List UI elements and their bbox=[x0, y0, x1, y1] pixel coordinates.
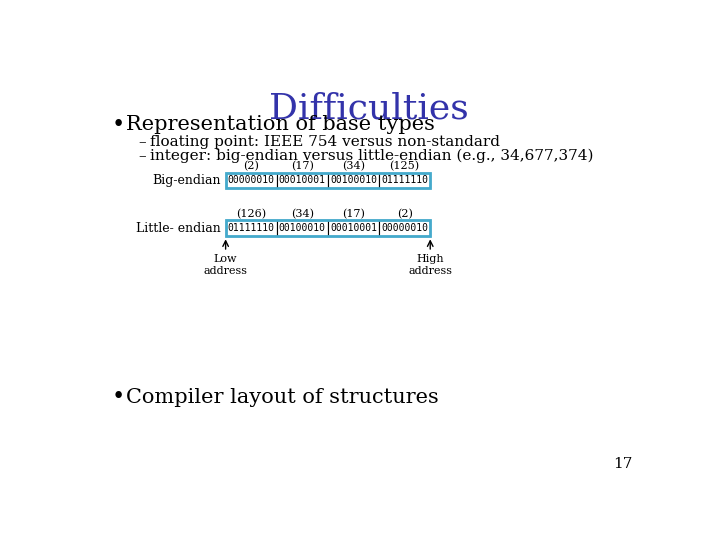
Text: •: • bbox=[112, 387, 125, 408]
Text: •: • bbox=[112, 114, 125, 136]
Text: 00000010: 00000010 bbox=[228, 176, 275, 185]
Text: Big-endian: Big-endian bbox=[153, 174, 221, 187]
Text: (17): (17) bbox=[342, 208, 365, 219]
Bar bbox=[225, 173, 276, 188]
Text: 01111110: 01111110 bbox=[381, 176, 428, 185]
Text: Representation of base types: Representation of base types bbox=[126, 116, 435, 134]
Text: Little- endian: Little- endian bbox=[136, 221, 221, 234]
Text: 17: 17 bbox=[613, 457, 632, 471]
Text: (17): (17) bbox=[291, 161, 314, 171]
Text: High
address: High address bbox=[408, 254, 452, 276]
Bar bbox=[225, 220, 276, 236]
Text: 00010001: 00010001 bbox=[279, 176, 326, 185]
Text: (126): (126) bbox=[236, 208, 266, 219]
Text: floating point: IEEE 754 versus non-standard: floating point: IEEE 754 versus non-stan… bbox=[150, 135, 500, 149]
Text: Low
address: Low address bbox=[204, 254, 248, 276]
Bar bbox=[225, 220, 431, 236]
Text: Compiler layout of structures: Compiler layout of structures bbox=[126, 388, 438, 407]
Text: 00100010: 00100010 bbox=[279, 223, 326, 233]
Text: (34): (34) bbox=[291, 208, 314, 219]
Bar bbox=[276, 173, 328, 188]
Bar bbox=[276, 220, 328, 236]
Text: –: – bbox=[138, 148, 145, 163]
Bar bbox=[225, 173, 431, 188]
Text: 01111110: 01111110 bbox=[228, 223, 275, 233]
Bar bbox=[379, 173, 431, 188]
Text: (34): (34) bbox=[342, 161, 365, 171]
Bar bbox=[328, 173, 379, 188]
Text: (125): (125) bbox=[390, 161, 420, 171]
Text: integer: big-endian versus little-endian (e.g., 34,677,374): integer: big-endian versus little-endian… bbox=[150, 148, 594, 163]
Text: 00000010: 00000010 bbox=[381, 223, 428, 233]
Text: (2): (2) bbox=[397, 208, 413, 219]
Text: 00100010: 00100010 bbox=[330, 176, 377, 185]
Text: 00010001: 00010001 bbox=[330, 223, 377, 233]
Text: –: – bbox=[138, 135, 145, 149]
Text: (2): (2) bbox=[243, 161, 259, 171]
Bar bbox=[328, 220, 379, 236]
Text: Difficulties: Difficulties bbox=[269, 92, 469, 126]
Bar bbox=[379, 220, 431, 236]
